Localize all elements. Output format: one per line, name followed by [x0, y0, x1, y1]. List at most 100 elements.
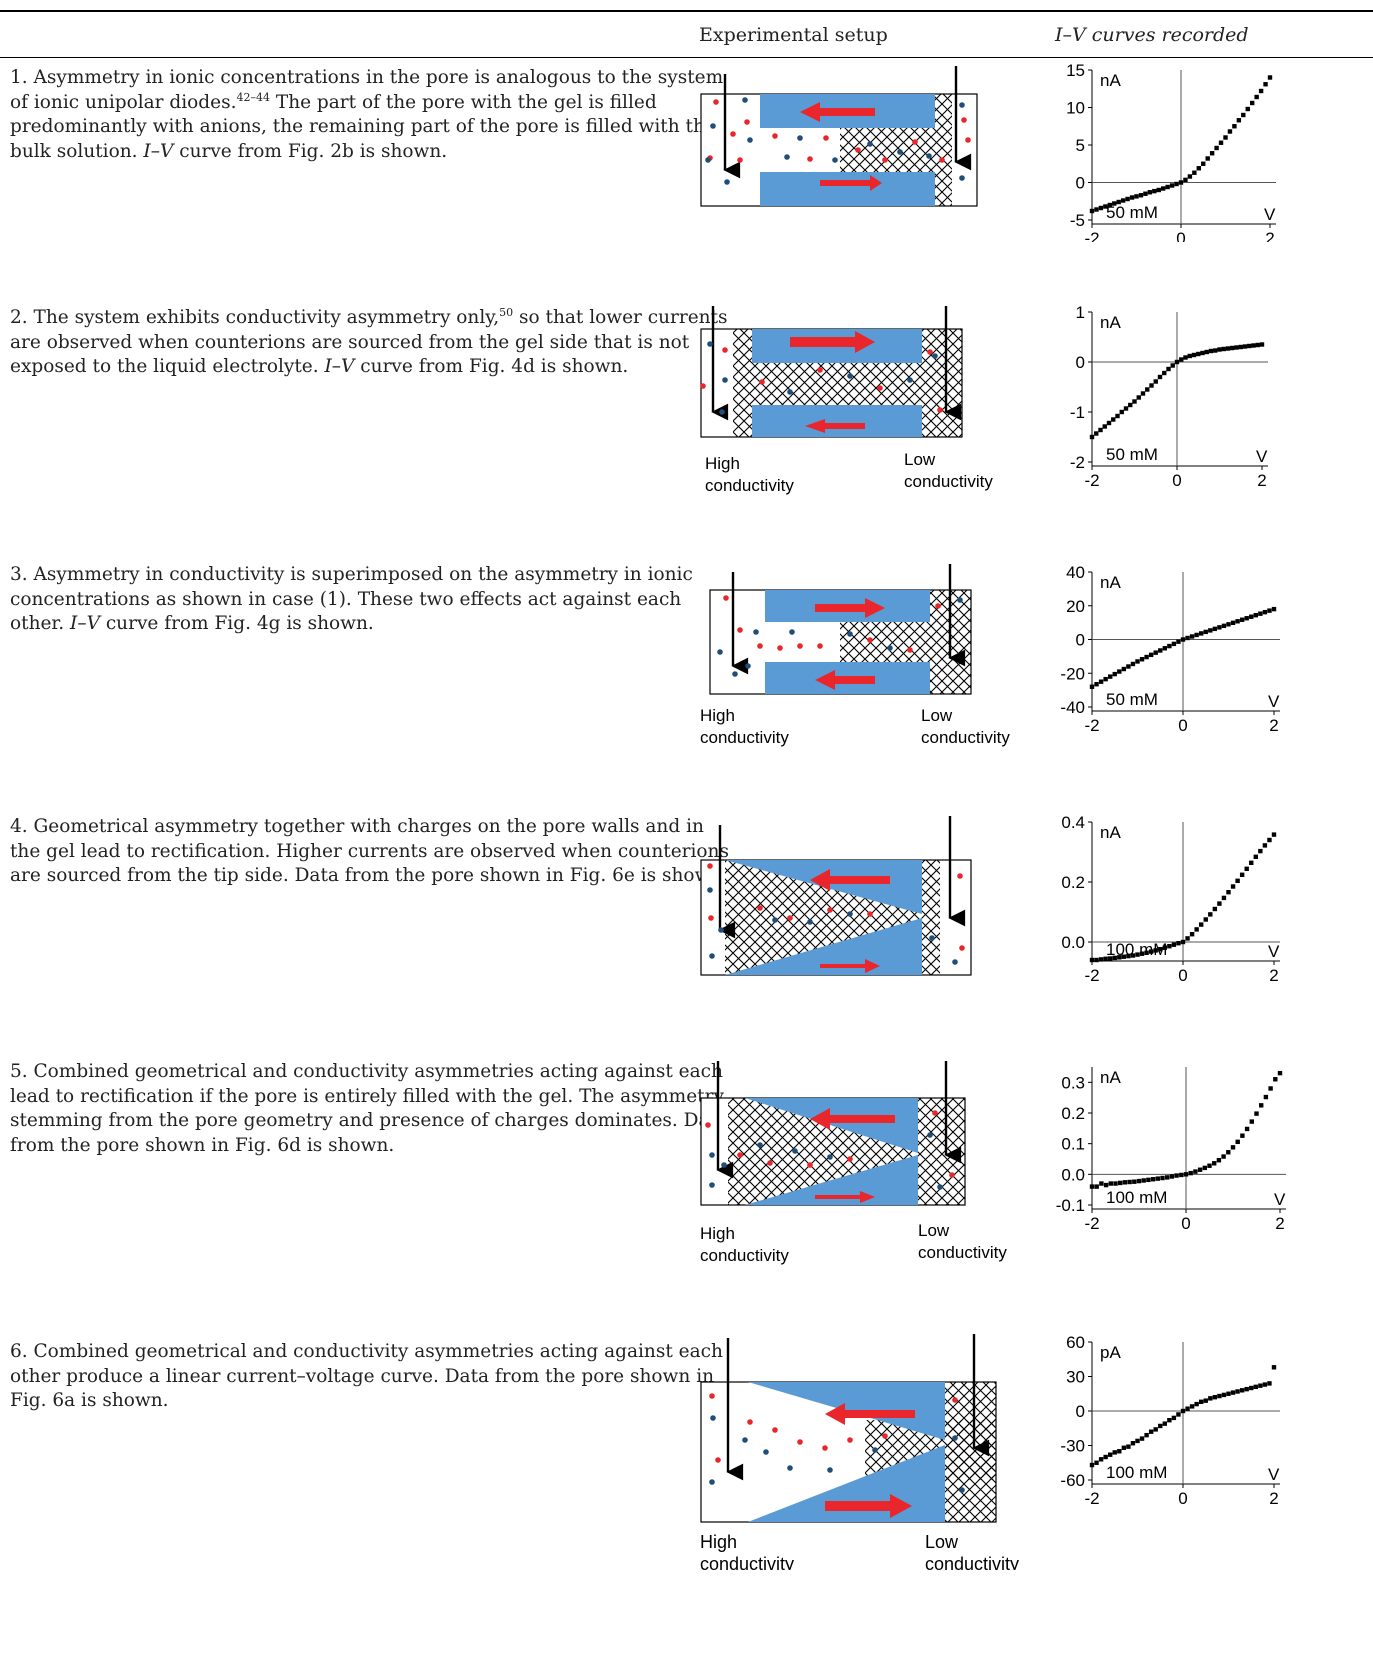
data-point: [1183, 177, 1188, 183]
x-tick-label: 2: [1257, 471, 1266, 490]
data-point: [1187, 174, 1193, 179]
data-point: [1130, 953, 1136, 958]
data-point: [1249, 614, 1254, 619]
x-unit-label: V: [1268, 1465, 1280, 1484]
data-point: [1156, 187, 1161, 193]
data-point: [1153, 1427, 1158, 1432]
data-point: [1258, 611, 1263, 616]
data-point: [1235, 1139, 1240, 1145]
data-point: [1255, 342, 1260, 348]
x-tick-label: 2: [1265, 229, 1274, 242]
concentration-label: 50 mM: [1106, 690, 1158, 709]
data-point: [1134, 194, 1139, 199]
row-5-text: 5. Combined geometrical and conductivity…: [10, 1061, 729, 1156]
data-point: [1165, 184, 1170, 190]
data-point: [1203, 629, 1208, 635]
x-unit-label: V: [1274, 1190, 1286, 1209]
y-tick-label: 0.1: [1061, 1135, 1085, 1154]
data-point: [1253, 854, 1258, 859]
data-point: [1241, 112, 1246, 118]
x-tick-label: -2: [1084, 1489, 1099, 1508]
data-point: [1130, 661, 1136, 667]
data-point: [1254, 1111, 1259, 1116]
y-tick-label: 0: [1076, 353, 1085, 372]
data-point: [1230, 1390, 1236, 1395]
y-tick-label: 0.0: [1061, 933, 1085, 952]
data-point: [1102, 424, 1107, 429]
data-point: [1174, 1173, 1179, 1178]
data-point: [1158, 947, 1163, 952]
data-point: [1212, 1161, 1217, 1166]
data-point: [1136, 1178, 1142, 1184]
y-unit-label: pA: [1100, 1343, 1121, 1362]
data-point: [1267, 837, 1272, 843]
data-point: [1094, 431, 1099, 436]
data-point: [1089, 684, 1095, 689]
data-point: [1116, 199, 1121, 205]
x-tick-label: -2: [1084, 229, 1099, 242]
data-point: [1150, 1177, 1156, 1182]
data-point: [1135, 659, 1140, 664]
data-point: [1089, 1184, 1095, 1189]
data-point: [1089, 957, 1095, 963]
data-point: [1263, 1094, 1269, 1100]
data-point: [1112, 671, 1117, 677]
data-point: [1180, 637, 1186, 642]
x-tick-label: 0: [1178, 716, 1187, 735]
data-point: [1135, 1438, 1140, 1444]
data-point: [1194, 1401, 1199, 1407]
data-point: [1160, 1175, 1165, 1181]
data-point: [1126, 664, 1131, 669]
data-point: [1253, 1384, 1258, 1390]
data-point: [1239, 872, 1245, 877]
y-tick-label: 0.3: [1061, 1073, 1085, 1092]
data-point: [1171, 1415, 1177, 1421]
y-tick-label: -60: [1060, 1471, 1085, 1490]
data-point: [1153, 650, 1158, 655]
y-tick-label: -40: [1060, 698, 1085, 717]
data-point: [1108, 1452, 1113, 1457]
data-point: [1234, 345, 1239, 350]
y-tick-label: -30: [1060, 1437, 1085, 1456]
x-tick-label: -2: [1084, 471, 1099, 490]
concentration-label: 100 mM: [1106, 940, 1167, 959]
data-point: [1122, 1180, 1128, 1185]
data-point: [1267, 1381, 1272, 1386]
data-point: [1162, 945, 1167, 950]
data-point: [1123, 406, 1129, 411]
data-point: [1267, 608, 1272, 613]
data-point: [1103, 676, 1108, 682]
data-point: [1174, 181, 1179, 187]
data-point: [1140, 391, 1146, 396]
row-6-text: 6. Combined geometrical and conductivity…: [10, 1341, 723, 1411]
data-point: [1249, 1119, 1254, 1124]
data-point: [1128, 402, 1133, 408]
data-point: [1187, 353, 1192, 359]
data-point: [1189, 634, 1195, 639]
data-point: [1208, 348, 1214, 354]
concentration-label: 50 mM: [1106, 445, 1158, 464]
y-unit-label: nA: [1100, 573, 1121, 592]
data-point: [1146, 1177, 1151, 1183]
data-point: [1126, 1444, 1131, 1449]
data-point: [1221, 346, 1226, 352]
data-point: [1271, 1365, 1277, 1370]
data-point: [1199, 922, 1204, 927]
data-point: [1262, 1382, 1268, 1387]
data-point: [1232, 124, 1237, 129]
data-point: [1196, 351, 1201, 357]
diagram-2-label-right: Low conductivity: [904, 450, 993, 491]
x-tick-label: 2: [1269, 1489, 1278, 1508]
x-tick-label: 0: [1178, 1489, 1187, 1508]
data-point: [1202, 1165, 1207, 1171]
diagram-5-label-left: High conductivity: [700, 1224, 789, 1265]
row-2-text: 2. The system exhibits conductivity asym…: [10, 305, 728, 377]
data-point: [1094, 1184, 1099, 1189]
data-point: [1171, 942, 1177, 947]
data-point: [1217, 625, 1222, 630]
data-point: [1169, 1174, 1175, 1179]
data-point: [1118, 1180, 1123, 1186]
data-point: [1162, 370, 1167, 376]
data-point: [1196, 166, 1201, 171]
data-point: [1117, 1449, 1122, 1454]
